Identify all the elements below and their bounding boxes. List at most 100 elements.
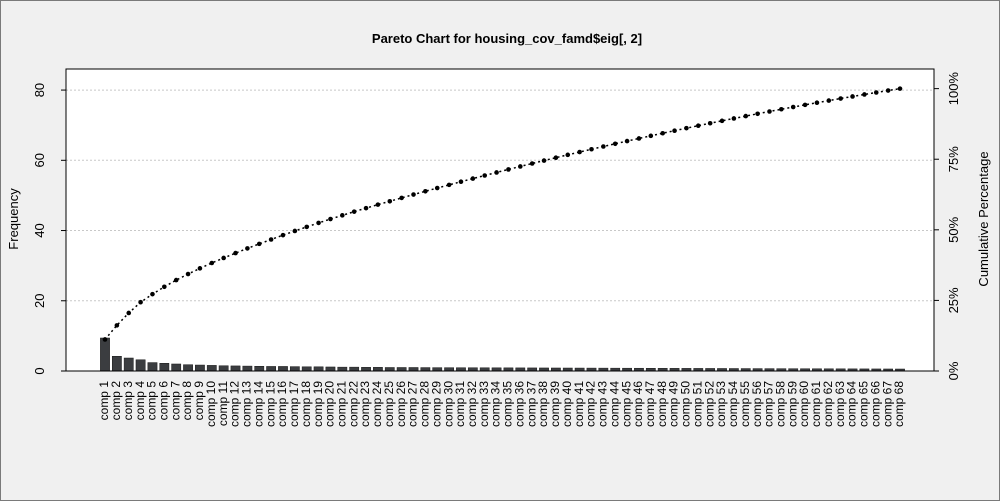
cumulative-point	[636, 136, 642, 141]
x-tick-label: comp 37	[524, 381, 538, 427]
cumulative-point	[802, 102, 808, 108]
cumulative-point	[102, 337, 108, 342]
bar	[432, 367, 443, 372]
cumulative-point	[446, 182, 452, 188]
x-tick-label: comp 64	[845, 381, 859, 427]
y-axis-right-label: Cumulative Percentage	[976, 151, 991, 286]
x-tick-label: comp 13	[240, 381, 254, 427]
cumulative-point	[351, 209, 357, 214]
cumulative-point	[494, 170, 499, 175]
cumulative-point	[529, 161, 535, 166]
x-tick-label: comp 9	[192, 381, 206, 421]
y-tick-label: 20	[32, 294, 47, 308]
x-tick-label: comp 12	[228, 381, 242, 427]
bar	[159, 363, 170, 372]
x-tick-label: comp 44	[607, 381, 621, 427]
cumulative-point	[316, 220, 321, 226]
x-tick-label: comp 2	[109, 381, 123, 421]
bar	[361, 367, 371, 372]
cumulative-point	[221, 255, 226, 261]
x-tick-label: comp 6	[157, 381, 171, 421]
bar	[408, 367, 419, 372]
cumulative-point	[707, 120, 713, 126]
cumulative-point	[470, 176, 476, 181]
bar	[349, 366, 360, 372]
cumulative-point	[897, 86, 903, 91]
cumulative-point	[862, 92, 867, 97]
cumulative-point	[328, 216, 333, 222]
bar	[111, 356, 122, 372]
cumulative-point	[767, 109, 772, 114]
x-tick-label: comp 15	[263, 381, 277, 427]
x-tick-label: comp 66	[868, 381, 882, 427]
cumulative-point	[731, 116, 737, 121]
x-tick-label: comp 21	[334, 381, 348, 427]
x-tick-label: comp 26	[394, 381, 408, 427]
plot-background	[66, 69, 934, 371]
cumulative-point	[434, 185, 440, 191]
cumulative-point	[458, 179, 464, 185]
cumulative-point	[660, 130, 665, 136]
y-right-tick-label: 75%	[946, 146, 961, 172]
x-tick-label: comp 25	[382, 381, 396, 427]
cumulative-point	[173, 277, 179, 283]
x-tick-label: comp 49	[667, 381, 681, 427]
y-tick-label: 40	[32, 223, 47, 237]
x-tick-label: comp 67	[880, 381, 894, 427]
x-tick-label: comp 35	[501, 381, 515, 427]
x-tick-label: comp 3	[121, 381, 135, 421]
x-tick-label: comp 68	[892, 381, 906, 427]
x-tick-label: comp 60	[797, 381, 811, 427]
cumulative-point	[292, 228, 298, 234]
y-tick-label: 80	[32, 83, 47, 97]
bar	[325, 366, 336, 372]
x-tick-label: comp 18	[299, 381, 313, 427]
bar	[218, 365, 229, 372]
bar	[278, 366, 288, 372]
cumulative-point	[363, 205, 369, 211]
x-tick-label: comp 24	[370, 381, 384, 427]
cumulative-point	[197, 266, 203, 271]
bar	[100, 337, 110, 372]
cumulative-point	[256, 241, 262, 247]
x-tick-label: comp 27	[406, 381, 420, 427]
x-tick-label: comp 43	[596, 381, 610, 427]
x-tick-label: comp 14	[251, 381, 265, 427]
x-tick-label: comp 34	[489, 381, 503, 427]
cumulative-point	[411, 192, 416, 197]
bar	[384, 367, 395, 372]
bar	[289, 366, 300, 372]
cumulative-point	[233, 250, 238, 256]
cumulative-point	[577, 149, 582, 155]
cumulative-point	[423, 188, 428, 194]
cumulative-point	[826, 98, 832, 103]
cumulative-point	[138, 299, 143, 305]
x-tick-label: comp 56	[750, 381, 764, 427]
cumulative-point	[814, 100, 820, 106]
x-tick-label: comp 8	[180, 381, 194, 421]
cumulative-point	[304, 224, 310, 230]
x-tick-label: comp 55	[738, 381, 752, 427]
y-right-tick-label: 50%	[946, 216, 961, 242]
cumulative-point	[755, 111, 760, 117]
x-tick-label: comp 54	[726, 381, 740, 427]
cumulative-point	[245, 246, 250, 251]
x-tick-label: comp 50	[679, 381, 693, 427]
bar	[147, 362, 158, 372]
bar	[183, 364, 193, 372]
bar	[420, 367, 431, 372]
bar	[396, 367, 407, 372]
cumulative-point	[684, 125, 689, 131]
x-tick-label: comp 59	[785, 381, 799, 427]
x-tick-label: comp 48	[655, 381, 669, 427]
cumulative-point	[506, 167, 511, 172]
bar	[230, 365, 241, 372]
cumulative-point	[541, 158, 547, 163]
bar	[337, 366, 348, 372]
cumulative-point	[885, 88, 891, 93]
cumulative-point	[850, 94, 855, 99]
chart-title: Pareto Chart for housing_cov_famd$eig[, …	[372, 31, 642, 46]
x-tick-label: comp 58	[774, 381, 788, 427]
